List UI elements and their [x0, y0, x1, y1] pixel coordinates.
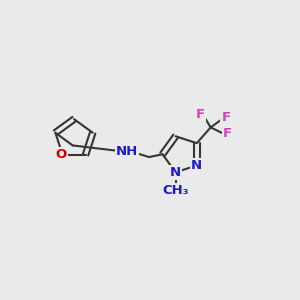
Text: CH₃: CH₃ [162, 184, 189, 197]
Text: NH: NH [116, 146, 138, 158]
Text: F: F [223, 128, 232, 140]
Text: F: F [221, 111, 230, 124]
Text: N: N [191, 159, 202, 172]
Text: O: O [56, 148, 67, 161]
Text: F: F [196, 108, 205, 121]
Text: N: N [170, 166, 181, 179]
